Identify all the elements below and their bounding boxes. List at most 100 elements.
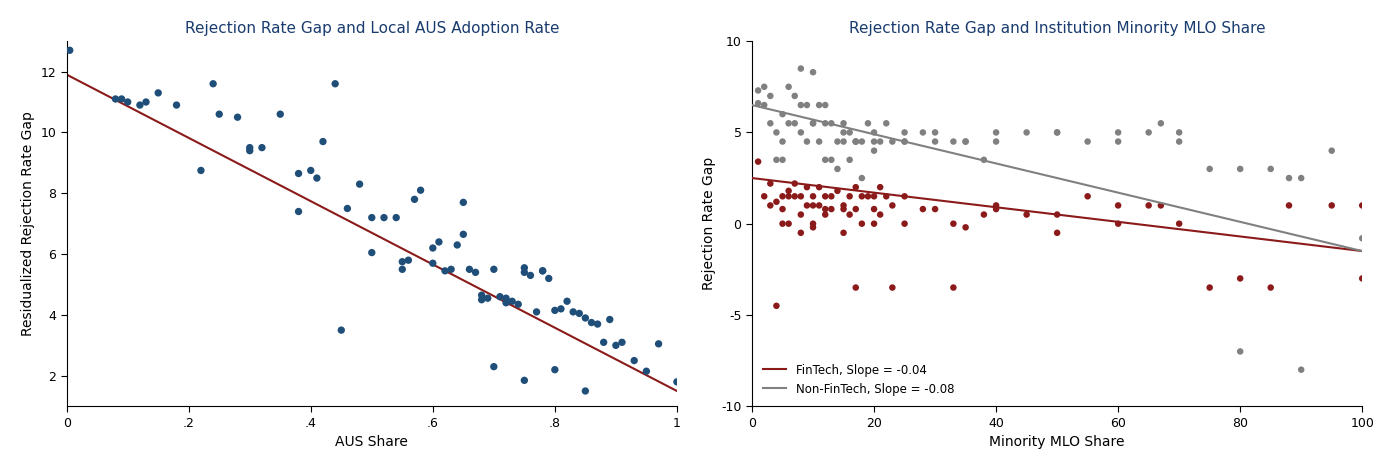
Point: [306, 174, 328, 182]
Point: [372, 214, 395, 221]
Point: [421, 244, 444, 252]
Point: [808, 183, 830, 191]
Point: [421, 259, 444, 267]
Point: [844, 183, 866, 191]
Point: [1168, 138, 1190, 145]
Point: [1137, 202, 1159, 209]
Y-axis label: Rejection Rate Gap: Rejection Rate Gap: [702, 157, 716, 290]
Point: [1260, 284, 1282, 291]
Title: Rejection Rate Gap and Local AUS Adoption Rate: Rejection Rate Gap and Local AUS Adoptio…: [184, 21, 559, 36]
Point: [544, 366, 566, 374]
Point: [598, 316, 621, 323]
Point: [882, 138, 904, 145]
Point: [410, 187, 432, 194]
Point: [575, 387, 597, 395]
Point: [759, 92, 781, 100]
Point: [1046, 211, 1069, 218]
Point: [790, 102, 812, 109]
Point: [759, 119, 781, 127]
Point: [483, 363, 505, 370]
Point: [550, 305, 572, 313]
Point: [864, 193, 886, 200]
Point: [477, 294, 499, 302]
Point: [146, 89, 169, 97]
Point: [526, 308, 548, 316]
Point: [759, 202, 781, 209]
Point: [893, 129, 915, 136]
Point: [844, 138, 866, 145]
Point: [826, 187, 848, 195]
Point: [923, 129, 946, 136]
Point: [864, 129, 886, 136]
Point: [1077, 138, 1099, 145]
Point: [1229, 348, 1251, 355]
Point: [784, 92, 806, 100]
Point: [942, 284, 964, 291]
Point: [1229, 274, 1251, 282]
Point: [746, 86, 769, 94]
Point: [802, 193, 824, 200]
Point: [398, 257, 420, 264]
Point: [1046, 229, 1069, 236]
Point: [759, 180, 781, 187]
Point: [1108, 220, 1130, 227]
Point: [452, 231, 474, 238]
Point: [802, 202, 824, 209]
Point: [117, 98, 140, 106]
Point: [495, 299, 518, 306]
Point: [452, 199, 474, 206]
Point: [795, 202, 817, 209]
Point: [985, 202, 1007, 209]
Point: [519, 272, 541, 279]
Point: [531, 267, 554, 274]
Point: [771, 205, 794, 213]
Point: [790, 65, 812, 72]
Point: [833, 205, 855, 213]
Point: [568, 310, 590, 317]
Point: [851, 220, 873, 227]
Point: [954, 224, 976, 231]
Point: [869, 211, 891, 218]
Point: [795, 138, 817, 145]
Point: [1290, 366, 1313, 374]
Point: [1046, 129, 1069, 136]
Point: [1108, 129, 1130, 136]
Point: [190, 167, 212, 174]
Point: [665, 378, 688, 385]
Point: [287, 170, 310, 177]
Point: [537, 274, 559, 282]
Point: [1321, 202, 1343, 209]
Point: [544, 306, 566, 314]
Point: [923, 205, 946, 213]
Point: [439, 266, 462, 273]
Point: [766, 302, 788, 310]
Point: [1077, 193, 1099, 200]
Point: [869, 183, 891, 191]
Point: [483, 266, 505, 273]
Point: [287, 208, 310, 215]
Point: [753, 193, 776, 200]
Legend: FinTech, Slope = -0.04, Non-FinTech, Slope = -0.08: FinTech, Slope = -0.04, Non-FinTech, Slo…: [757, 359, 958, 400]
Point: [985, 205, 1007, 213]
Point: [882, 202, 904, 209]
Point: [912, 205, 935, 213]
Point: [1278, 202, 1300, 209]
Point: [1149, 202, 1172, 209]
Point: [875, 193, 897, 200]
Point: [771, 138, 794, 145]
Point: [838, 193, 861, 200]
Point: [59, 47, 81, 54]
Point: [331, 326, 353, 334]
Point: [202, 80, 225, 87]
Point: [985, 129, 1007, 136]
Point: [391, 266, 413, 273]
Point: [506, 300, 529, 308]
Point: [923, 138, 946, 145]
Point: [790, 193, 812, 200]
Point: [869, 138, 891, 145]
Point: [972, 211, 995, 218]
Point: [985, 138, 1007, 145]
Point: [790, 129, 812, 136]
Point: [844, 284, 866, 291]
Point: [1198, 165, 1221, 172]
